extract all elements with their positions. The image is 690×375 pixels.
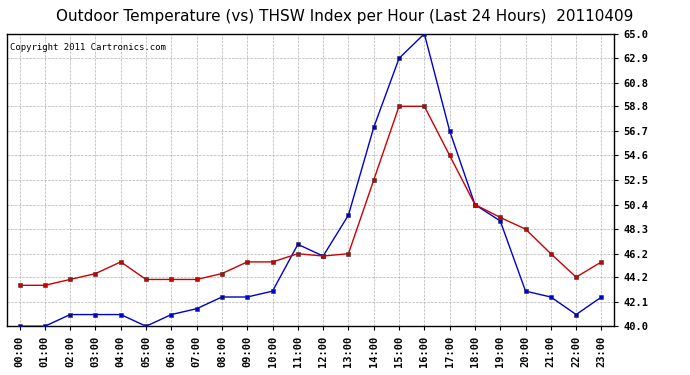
Text: Outdoor Temperature (vs) THSW Index per Hour (Last 24 Hours)  20110409: Outdoor Temperature (vs) THSW Index per …	[57, 9, 633, 24]
Text: Copyright 2011 Cartronics.com: Copyright 2011 Cartronics.com	[10, 42, 166, 51]
